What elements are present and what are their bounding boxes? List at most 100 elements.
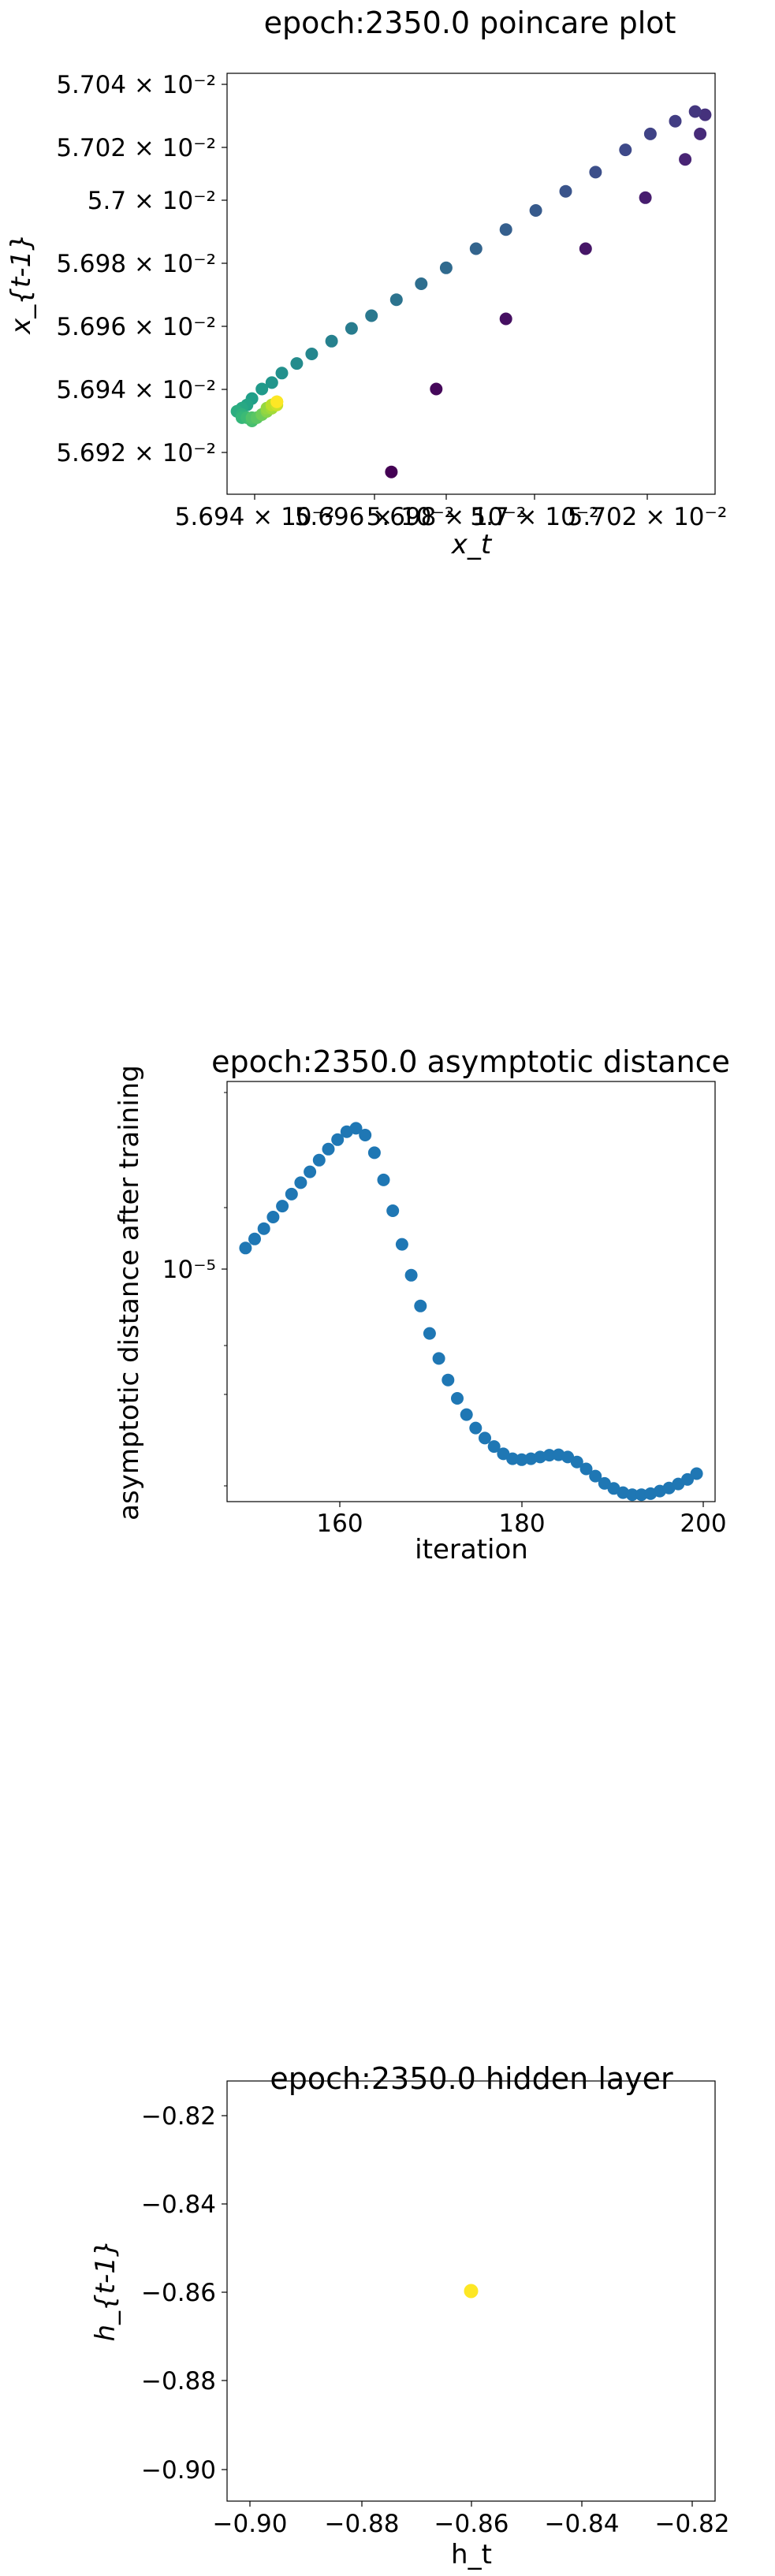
hidden-layer-x-tick-label: −0.82 xyxy=(655,2510,730,2538)
poincare-point xyxy=(290,357,304,370)
hidden-layer-points xyxy=(464,2284,479,2299)
poincare-y-tick-label: 5.696 × 10⁻² xyxy=(56,313,216,341)
asymptotic-y-ticks: 10⁻⁵ xyxy=(162,1092,227,1487)
poincare-x-tick-label: 5.702 × 10⁻² xyxy=(568,503,728,531)
poincare-point xyxy=(499,223,512,236)
poincare-point xyxy=(385,465,398,478)
asymptotic-point xyxy=(460,1408,473,1421)
asymptotic-point xyxy=(322,1142,335,1156)
asymptotic-point xyxy=(442,1373,455,1387)
poincare-point xyxy=(688,105,702,118)
poincare-point xyxy=(265,376,278,389)
asymptotic-title: epoch:2350.0 asymptotic distance xyxy=(211,1044,730,1079)
hidden-layer-x-tick-label: −0.88 xyxy=(325,2510,400,2538)
poincare-point xyxy=(529,204,542,217)
asymptotic-point xyxy=(579,1462,593,1476)
asymptotic-point xyxy=(312,1153,326,1167)
hidden-layer-point xyxy=(464,2284,479,2299)
asymptotic-point xyxy=(304,1165,317,1178)
poincare-x-tick-label: 5.7 × 10⁻² xyxy=(470,503,598,531)
poincare-y-axis-label: x_{t-1} xyxy=(6,233,37,335)
asymptotic-point xyxy=(589,1469,602,1483)
asymptotic-point xyxy=(625,1488,639,1502)
poincare-point xyxy=(639,191,652,204)
hidden-layer-x-tick-label: −0.84 xyxy=(545,2510,620,2538)
asymptotic-x-tick-label: 160 xyxy=(316,1509,363,1538)
asymptotic-point xyxy=(404,1268,418,1282)
asymptotic-point xyxy=(276,1200,289,1213)
asymptotic-point xyxy=(479,1431,491,1445)
poincare-point xyxy=(275,367,289,380)
poincare-point xyxy=(415,277,428,290)
asymptotic-y-tick-label: 10⁻⁵ xyxy=(162,1256,216,1284)
hidden-layer-y-ticks: −0.82 −0.84 −0.86 −0.88 −0.90 xyxy=(141,2102,227,2485)
poincare-point xyxy=(469,242,483,255)
asymptotic-point xyxy=(681,1472,694,1486)
asymptotic-point xyxy=(386,1204,400,1217)
asymptotic-point xyxy=(239,1241,252,1255)
asymptotic-point xyxy=(690,1467,703,1480)
poincare-y-tick-label: 5.698 × 10⁻² xyxy=(56,250,216,278)
asymptotic-x-ticks: 160 180 200 xyxy=(316,1502,727,1538)
asymptotic-point xyxy=(598,1476,611,1490)
poincare-point xyxy=(589,166,602,179)
poincare-x-axis-label: x_t xyxy=(451,529,493,560)
asymptotic-point xyxy=(331,1133,345,1146)
poincare-y-tick-label: 5.7 × 10⁻² xyxy=(88,187,216,215)
poincare-point xyxy=(699,108,712,121)
asymptotic-x-tick-label: 200 xyxy=(680,1509,726,1538)
asymptotic-point xyxy=(248,1232,261,1245)
hidden-layer-y-tick-label: −0.90 xyxy=(141,2456,216,2485)
asymptotic-x-axis-label: iteration xyxy=(415,1534,528,1565)
poincare-point xyxy=(694,127,707,140)
poincare-y-tick-label: 5.694 × 10⁻² xyxy=(56,376,216,404)
poincare-point xyxy=(270,395,284,408)
asymptotic-point xyxy=(377,1173,390,1186)
hidden-layer-y-tick-label: −0.86 xyxy=(141,2279,216,2307)
poincare-point xyxy=(669,114,682,128)
poincare-x-tick-label: 5.696 × 10⁻² xyxy=(295,503,455,531)
asymptotic-point xyxy=(395,1238,408,1251)
hidden-layer-x-axis-label: h_t xyxy=(451,2539,492,2570)
asymptotic-point xyxy=(487,1440,501,1454)
poincare-point xyxy=(499,312,512,326)
hidden-layer-chart: epoch:2350.0 hidden layer −0.82 −0.84 −0… xyxy=(90,2061,730,2570)
poincare-y-tick-label: 5.704 × 10⁻² xyxy=(56,71,216,99)
poincare-point xyxy=(559,184,572,198)
asymptotic-points xyxy=(239,1122,703,1502)
hidden-layer-y-tick-label: −0.88 xyxy=(141,2367,216,2395)
asymptotic-point xyxy=(349,1122,363,1135)
asymptotic-plot-frame xyxy=(226,1081,716,1502)
asymptotic-x-tick-label: 180 xyxy=(498,1509,545,1538)
poincare-point xyxy=(579,242,592,255)
asymptotic-point xyxy=(257,1222,270,1235)
poincare-point xyxy=(325,334,338,348)
poincare-point xyxy=(389,293,403,307)
asymptotic-point xyxy=(506,1452,520,1465)
poincare-point xyxy=(430,382,443,396)
asymptotic-point xyxy=(367,1146,381,1160)
hidden-layer-y-tick-label: −0.82 xyxy=(141,2102,216,2131)
asymptotic-point xyxy=(570,1455,583,1469)
poincare-point xyxy=(439,261,453,274)
poincare-point xyxy=(305,348,319,360)
asymptotic-point xyxy=(294,1176,307,1189)
poincare-y-tick-label: 5.702 × 10⁻² xyxy=(56,134,216,162)
poincare-point xyxy=(345,322,358,335)
poincare-point xyxy=(679,153,692,166)
asymptotic-point xyxy=(451,1392,464,1405)
poincare-title: epoch:2350.0 poincare plot xyxy=(264,6,676,40)
asymptotic-point xyxy=(497,1447,510,1461)
poincare-plot-frame xyxy=(226,73,716,495)
asymptotic-point xyxy=(423,1327,436,1340)
asymptotic-y-axis-label: asymptotic distance after training xyxy=(114,1065,145,1521)
hidden-layer-x-ticks: −0.90 −0.88 −0.86 −0.84 −0.82 xyxy=(213,2501,730,2538)
asymptotic-distance-chart: epoch:2350.0 asymptotic distance 160 180… xyxy=(114,1044,730,1565)
asymptotic-point xyxy=(359,1129,372,1141)
poincare-point xyxy=(365,309,378,322)
poincare-point xyxy=(255,382,269,396)
poincare-x-tick-label: 5.694 × 10⁻² xyxy=(175,503,335,531)
asymptotic-point xyxy=(515,1453,528,1466)
hidden-layer-x-tick-label: −0.86 xyxy=(434,2510,509,2538)
